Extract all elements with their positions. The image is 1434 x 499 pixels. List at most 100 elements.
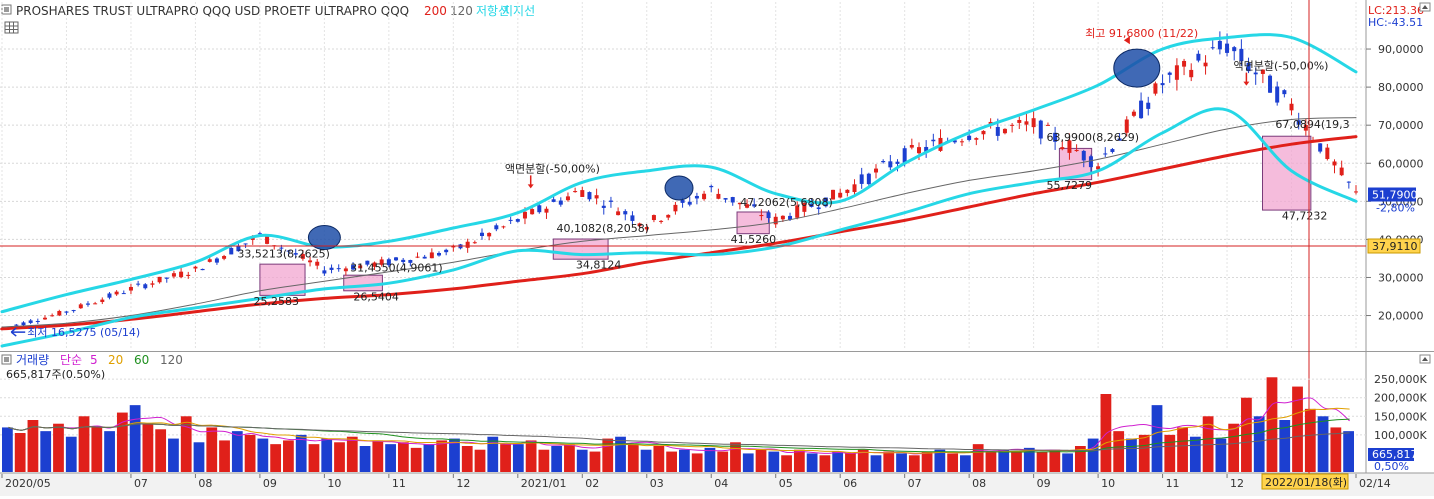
volume-ma-label: 단순 [60,353,82,367]
last-volume-tag [1368,448,1414,461]
volume-bar [142,423,154,472]
candle-body [322,270,327,274]
volume-bar [755,449,767,472]
last-price-tag [1368,187,1416,202]
volume-bar [116,412,128,472]
candle-body [479,232,484,236]
candle-body [737,202,742,205]
candle-body [766,212,771,219]
volume-bar [1253,416,1265,472]
candle-body [186,274,191,276]
candle-body [243,243,248,245]
date-tick-label: 08 [972,477,986,490]
candle-body [831,189,836,200]
volume-bar [372,440,384,472]
candle-body [537,205,542,213]
candle-body [616,211,621,216]
candle-body [680,200,685,203]
volume-bar [998,449,1010,472]
volume-bar [1189,436,1201,472]
candle-body [1260,69,1265,74]
candle-body [150,283,155,285]
volume-bar [65,436,77,472]
candle-body [444,249,449,253]
candle-body [1146,102,1151,109]
candle-body [594,195,599,199]
candle-body [845,189,850,193]
crosshair-price-tag [1367,238,1421,254]
candle-body [1196,53,1201,61]
volume-bar [334,442,345,472]
volume-bar [40,431,52,472]
grid-toggle-icon[interactable] [4,21,19,34]
gridlines [0,2,1366,348]
volume-bar [500,444,511,472]
date-tick-label: 10 [1101,477,1115,490]
volume-bar [832,451,844,472]
volume-bar [461,446,473,472]
volume-bar [397,442,409,472]
candle-body [207,259,212,262]
candle-body [795,205,800,218]
series-line-0 [0,135,1358,331]
candle-body [107,293,112,298]
volume-bar [295,434,307,472]
volume-bar [1113,431,1125,472]
candle-body [279,247,284,249]
last-volume-label: 665,817 [1372,448,1418,461]
candle-body [515,219,520,222]
candle-body [1110,149,1115,152]
candle-body [157,276,162,283]
last-volume-pct: 0,50% [1374,460,1409,473]
price-tick-label: 80,0000 [1378,81,1424,94]
candle-body [651,215,656,221]
volume-bar [908,455,920,472]
candle-body [1354,191,1358,193]
candle-body [716,193,721,199]
candle-body [788,215,793,220]
candle-body [644,227,649,230]
candle-body [329,267,334,270]
candle-body [752,204,757,207]
volume-bar [627,444,639,472]
candle-body [1182,60,1187,67]
candle-body [924,146,929,152]
candle-body [952,140,957,143]
candle-body [967,135,972,140]
candle-body [802,202,807,212]
volume-bar [1317,416,1329,472]
date-tick-label: 11 [392,477,406,490]
candle-body [587,192,592,200]
candle-body [200,268,205,271]
ma-label-3: 지지선 [502,4,535,18]
volume-bar [564,444,575,472]
annotation-6: 31,4550(4,9061) [350,261,443,274]
candle-body [1096,166,1101,170]
volume-bar [602,438,614,472]
volume-bar [1330,427,1342,472]
consolidation-box-2 [552,238,609,260]
price-tick-label: 60,0000 [1378,157,1424,170]
candle-body [745,204,750,208]
candle-body [71,310,76,312]
candle-body [401,259,406,263]
candle-body [1031,118,1036,128]
candle-body [702,193,707,200]
candle-body [136,283,141,285]
candle-body [1074,149,1079,152]
volume-bar [449,438,460,472]
date-tick-label: 07 [134,477,148,490]
volume-bar [960,455,971,472]
date-tick-label: 2020/05 [5,477,51,490]
candle-body [57,310,62,316]
candle-body [623,211,628,215]
annotation-4: 33,5213(8,2625) [237,247,330,260]
volume-bar [257,438,269,472]
volume-bar [219,440,230,472]
volume-bar [551,446,563,472]
annotation-10: 47,2062(5,6808) [740,196,833,209]
volume-bar [1049,449,1061,472]
candle-body [50,315,55,317]
